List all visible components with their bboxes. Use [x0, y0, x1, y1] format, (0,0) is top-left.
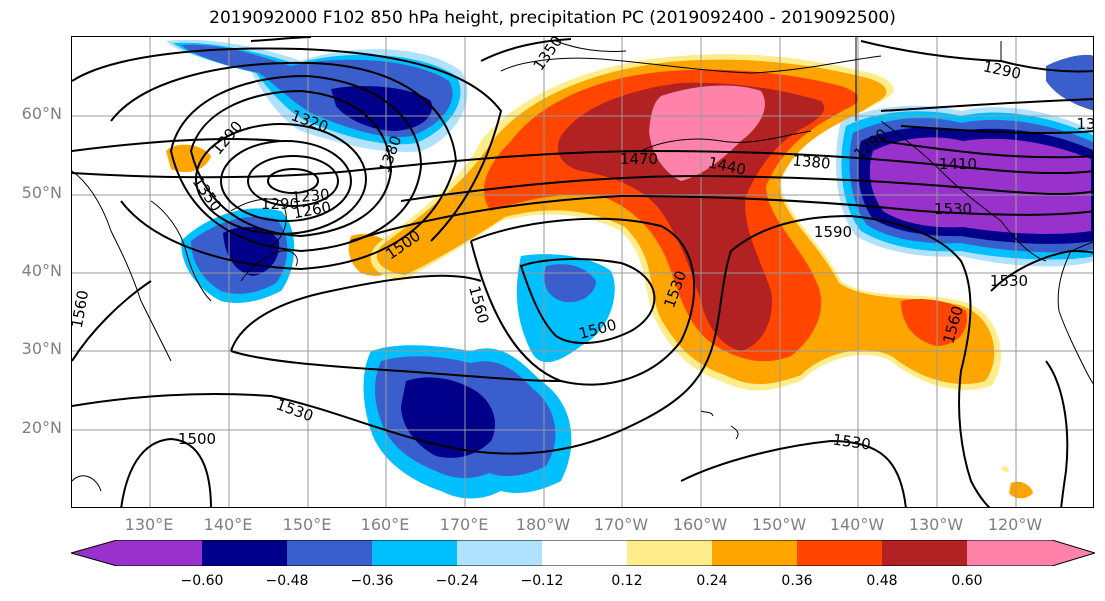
lat-label-30n: 30°N	[21, 339, 62, 358]
map-title: 2019092000 F102 850 hPa height, precipit…	[209, 8, 896, 28]
lon-label: 130°W	[908, 515, 964, 534]
lat-label-20n: 20°N	[21, 418, 62, 437]
colorbar-tick-label: 0.60	[951, 573, 983, 589]
colorbar-tick-label: 0.36	[781, 573, 813, 589]
contour-label: 1530	[274, 395, 316, 425]
lon-label: 150°E	[282, 515, 332, 534]
contour-label: 1530	[990, 272, 1028, 290]
lon-label: 120°W	[987, 515, 1043, 534]
colorbar-tick-label: −0.12	[520, 573, 564, 589]
colorbar-swatch	[202, 540, 287, 566]
colorbar-swatch	[542, 540, 627, 566]
contour-label: 1560	[465, 284, 492, 326]
contour-label: 1380	[792, 151, 832, 172]
lat-label-50n: 50°N	[21, 183, 62, 202]
lon-label: 140°E	[203, 515, 253, 534]
lon-label: 170°W	[593, 515, 649, 534]
contour-label: 13	[1076, 115, 1094, 133]
colorbar-under-swatch	[71, 540, 202, 566]
contour-label: 1230	[291, 185, 331, 206]
coastlines	[72, 37, 1093, 492]
lon-label: 180°W	[515, 515, 571, 534]
map-panel: 1350 1290 1320 1380 1350 1260 1230 1290 …	[71, 36, 1094, 508]
colorbar-swatch	[797, 540, 882, 566]
height-contours	[72, 37, 1093, 507]
colorbar-tick-label: −0.36	[350, 573, 394, 589]
colorbar-swatch	[457, 540, 542, 566]
colorbar-swatch	[372, 540, 457, 566]
colorbar-swatch	[967, 540, 1052, 566]
contour-label: 1560	[72, 289, 92, 330]
lon-label: 160°E	[360, 515, 410, 534]
contour-label: 1530	[832, 430, 872, 453]
contour-label: 1590	[814, 223, 852, 241]
lon-label: 140°W	[829, 515, 885, 534]
negative-precip-shading	[166, 39, 1093, 499]
lat-label-60n: 60°N	[21, 104, 62, 123]
colorbar-swatch	[712, 540, 797, 566]
graticule	[72, 37, 1093, 507]
colorbar-tick-label: −0.24	[435, 573, 479, 589]
lon-label: 130°E	[124, 515, 174, 534]
lon-label: 170°E	[439, 515, 489, 534]
contour-label: 1290	[261, 195, 299, 213]
contour-label: 1470	[620, 150, 658, 168]
colorbar-tick-label: 0.48	[866, 573, 898, 589]
contour-label: 1500	[178, 430, 216, 448]
colorbar-tick-label: −0.60	[180, 573, 224, 589]
contour-label: 1410	[939, 155, 977, 173]
colorbar	[69, 539, 1097, 571]
colorbar-swatch	[627, 540, 712, 566]
lon-label: 150°W	[751, 515, 807, 534]
contour-label: 1350	[189, 173, 226, 215]
colorbar-svg	[69, 539, 1097, 571]
colorbar-swatch	[287, 540, 372, 566]
contour-label: 1530	[934, 200, 972, 218]
colorbar-tick-label: −0.48	[265, 573, 309, 589]
colorbar-tick-label: 0.12	[611, 573, 643, 589]
map-canvas: 1350 1290 1320 1380 1350 1260 1230 1290 …	[72, 37, 1094, 507]
lat-label-40n: 40°N	[21, 261, 62, 280]
positive-precip-shading	[166, 54, 1033, 499]
lon-label: 160°W	[672, 515, 728, 534]
colorbar-over-swatch	[1052, 540, 1095, 566]
colorbar-swatch	[882, 540, 967, 566]
colorbar-tick-label: 0.24	[696, 573, 728, 589]
